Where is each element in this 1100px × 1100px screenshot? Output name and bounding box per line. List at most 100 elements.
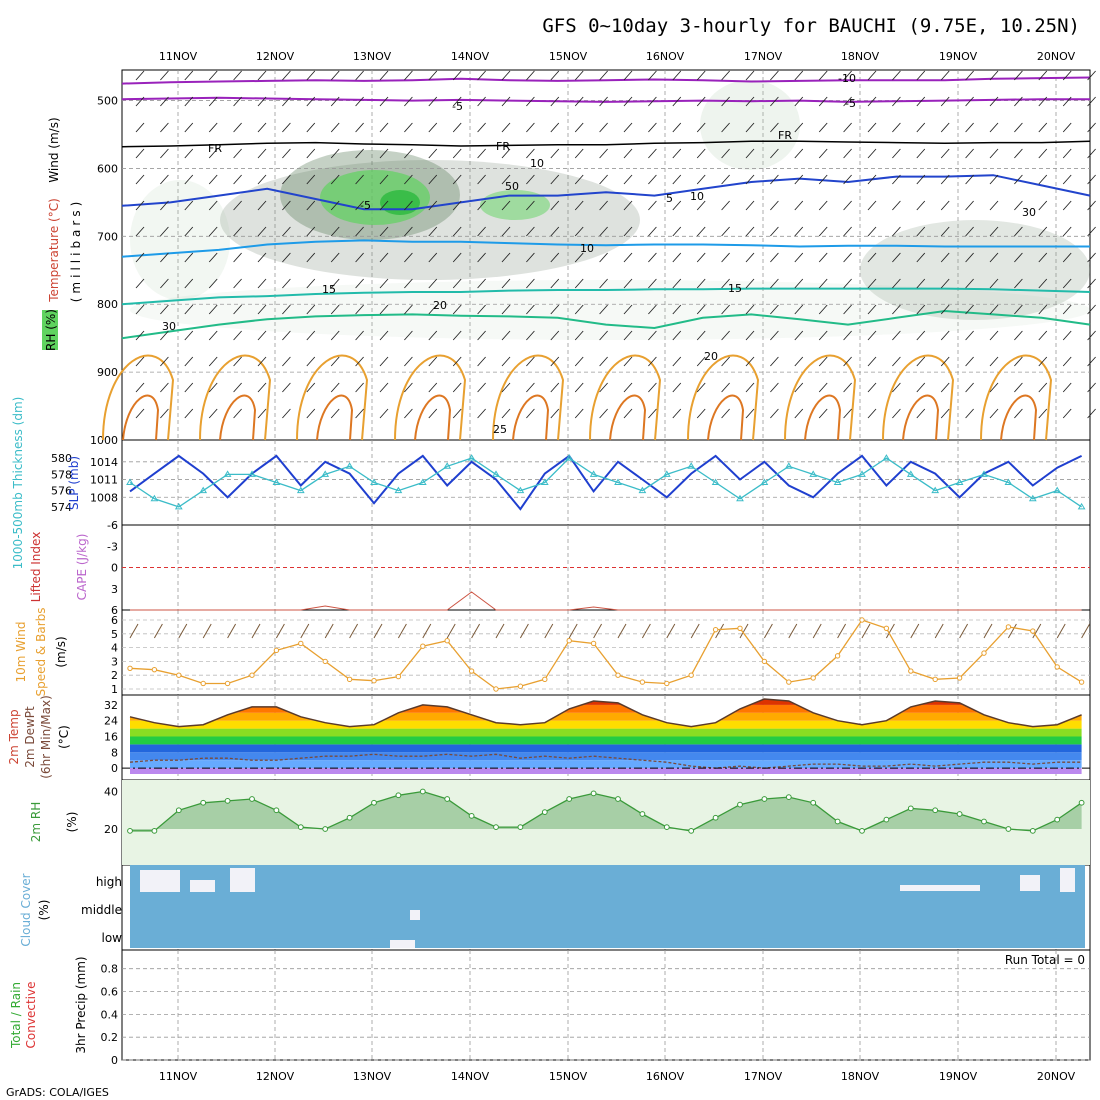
wind-barb [696,382,706,393]
wind-tick-label: 2 [111,669,118,682]
wind-barb [1038,278,1048,289]
isotherm-line-20 [121,309,1091,340]
contour-label: 15 [728,282,742,295]
contour-label: FR [208,142,222,155]
wind-barb [1038,122,1048,133]
warm-contour [199,354,272,441]
rh-tick-label: 40 [104,786,118,799]
wind-barb [1038,200,1048,211]
wind-barb [306,330,316,341]
wind-barb [1087,330,1096,341]
wind-barb [599,200,608,211]
panel8-ylabel-group: 3hr Precip (mm) Total / Rain Convective [9,956,88,1053]
wind-barb [208,408,218,419]
wind-barb [526,252,535,263]
wind-barb [916,122,926,133]
wind-barb [452,304,462,315]
thickness-marker [492,470,500,477]
rh-marker [859,827,865,834]
wind-barb [1014,278,1023,289]
wind-barb [526,304,535,315]
wind-barb [672,408,682,419]
thickness-marker [565,454,574,461]
wind-barb [1038,96,1048,107]
wind-barb [696,252,706,263]
wind-barb [1062,356,1072,367]
wind-barb [965,252,974,263]
wind-barb [1087,174,1096,185]
wind-barb [843,304,852,315]
rh-marker [127,827,133,834]
wind-barb-10m [251,623,261,639]
wind-speed-marker [1005,624,1012,630]
wind-barb [1062,70,1072,81]
contour-label: FR [496,140,510,153]
wind-barb [550,122,560,133]
rh-shading [480,190,550,220]
wind-barb [160,408,169,419]
wind-barb [501,70,511,81]
wind-barb [794,304,804,315]
thickness-marker [809,470,818,477]
wind-barb [282,278,291,289]
rh-marker [517,824,524,831]
panel1-ylabel2-group: (millibars) [69,198,83,303]
wind-barb [1014,226,1023,237]
wind-barb [1038,408,1048,419]
wind-barb-10m [812,623,822,639]
page-title: GFS 0~10day 3-hourly for BAUCHI (9.75E, … [542,15,1080,37]
wind-barb [770,96,779,107]
contour-label: -5 [845,97,856,110]
wind-barb [892,148,901,159]
wind-barb [721,122,730,133]
wind-barb [989,304,999,315]
wind-barb [428,96,438,107]
wind-speed-marker [834,653,841,659]
wind-barb [672,174,682,185]
wind-barb [452,382,462,393]
thickness-marker [589,470,598,477]
wind-barb [330,408,340,419]
wind-barb [916,356,926,367]
wind-barb [623,382,633,393]
wind-barb [160,96,169,107]
wind-barb [696,200,706,211]
isotherm-line--10 [121,76,1091,85]
wind-barb-10m [593,623,603,639]
warm-contour [980,354,1053,441]
wind-barb [233,408,242,419]
temp-color-band [130,704,1082,713]
wind-barb [526,356,535,367]
wind-barb [550,382,560,393]
wind-barb [892,226,901,237]
wind-barb [892,122,901,133]
wind-barb-10m [275,623,285,639]
wind-barb [672,70,682,81]
wind-barb [526,122,535,133]
temp-line [129,698,1082,728]
wind-barb [1038,70,1048,81]
wind-barb [916,200,926,211]
wind-barb [428,330,438,341]
wind-barb [648,148,657,159]
panel-frame [121,949,1091,1061]
wind-barb [989,330,999,341]
wind-barb [818,330,828,341]
ylabel-cloud-pct: (%) [37,900,51,921]
wind-barb-10m [885,623,895,639]
wind-barb [623,226,633,237]
wind-barb [867,122,877,133]
legend-convective: Convective [24,982,38,1049]
wind-barb [233,70,242,81]
wind-barb [184,174,194,185]
wind-barb [940,70,950,81]
wind-barb [379,226,389,237]
wind-speed-marker [200,680,206,687]
thickness-tick-label: 576 [51,485,72,498]
wind-barb [721,408,730,419]
wind-barb-10m [446,623,456,639]
wind-barb [1087,356,1096,367]
wind-barb [843,122,852,133]
wind-barb-10m [568,623,578,639]
rh-marker [566,796,573,802]
